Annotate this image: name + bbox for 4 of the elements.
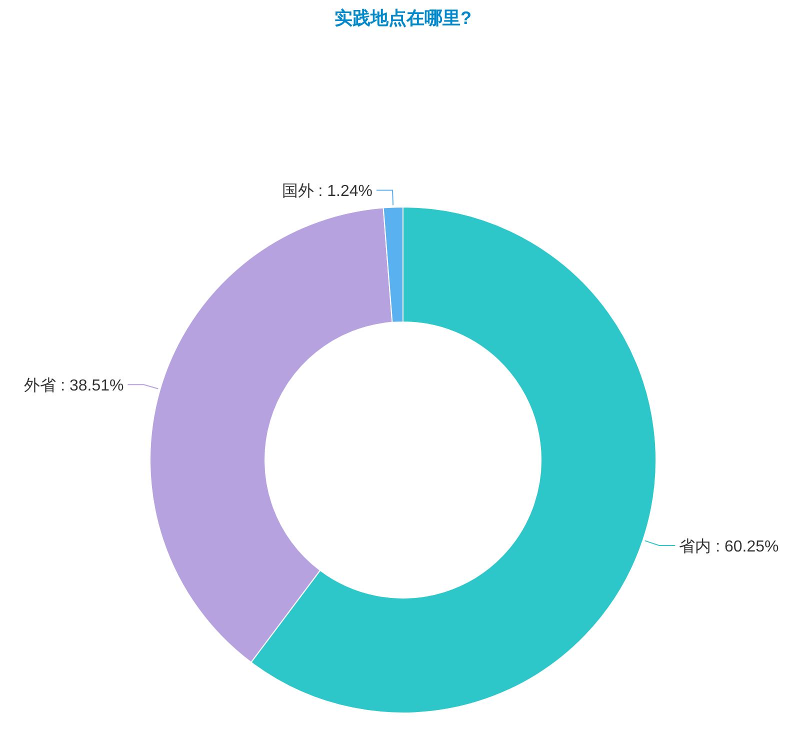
slice-label: 省内 bbox=[679, 537, 712, 556]
slice-label: 外省 bbox=[24, 376, 56, 395]
chart-title: 实践地点在哪里? bbox=[334, 8, 472, 28]
slice-label: 国外 bbox=[282, 183, 314, 200]
